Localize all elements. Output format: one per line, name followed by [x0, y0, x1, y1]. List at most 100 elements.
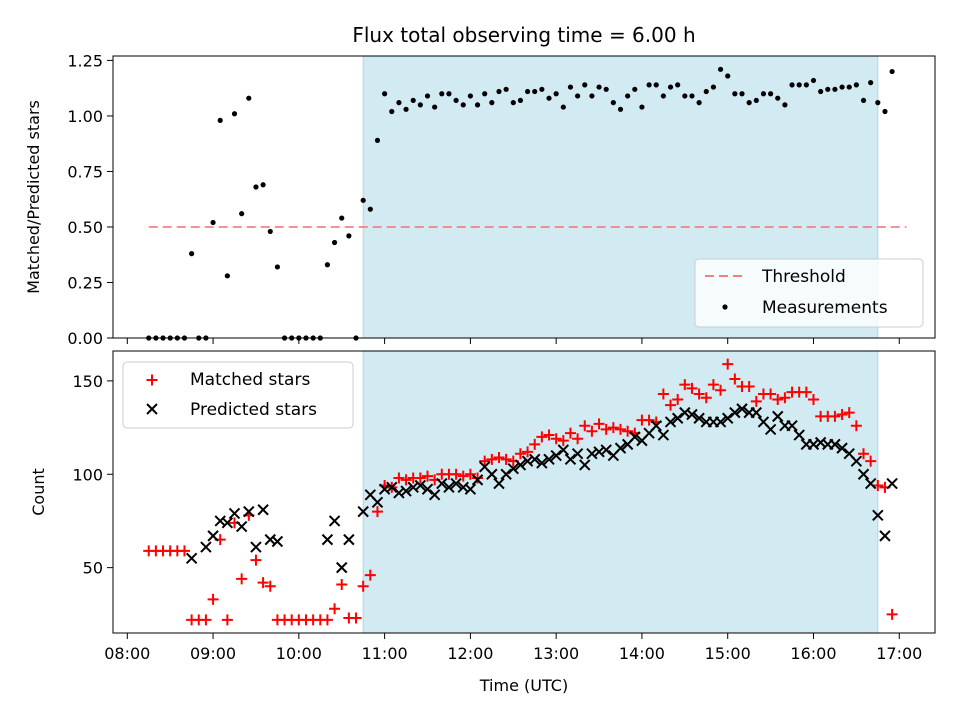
predicted-star-point	[471, 474, 484, 486]
measurement-point	[775, 95, 781, 101]
predicted-star-point-glyph	[657, 429, 670, 441]
predicted-star-point	[550, 449, 562, 462]
predicted-star-point-glyph	[357, 505, 369, 518]
matched-star-point	[586, 425, 598, 437]
measurement-point	[746, 100, 752, 106]
matched-star-point-glyph	[707, 379, 719, 391]
predicted-star-point-glyph	[629, 431, 641, 443]
matched-star-point	[514, 448, 526, 460]
measurement-point	[803, 82, 809, 88]
matched-star-point-glyph	[422, 470, 434, 482]
matched-star-point	[350, 612, 362, 624]
predicted-star-point-glyph	[529, 453, 541, 466]
measurement-point	[689, 93, 695, 99]
predicted-star-point-glyph	[235, 520, 248, 533]
predicted-star-point-glyph	[836, 442, 848, 454]
legend-plus-marker	[146, 374, 158, 386]
matched-star-point-glyph	[221, 614, 233, 626]
predicted-star-point	[450, 477, 462, 490]
measurement-point	[868, 80, 874, 86]
matched-star-point	[250, 554, 262, 566]
bottom-panel: 50 100 150 08:00 09:00 10:00 11:00 12:00 13:00 1…	[29, 350, 936, 695]
matched-star-point	[643, 414, 655, 426]
predicted-star-point-glyph	[428, 489, 441, 501]
predicted-star-point-glyph	[493, 477, 505, 490]
matched-star-point	[264, 580, 276, 592]
predicted-star-point	[879, 530, 891, 542]
predicted-star-point	[250, 541, 262, 553]
top-y-tick-label: 1.25	[67, 51, 103, 70]
predicted-star-point-glyph	[250, 541, 262, 553]
predicted-star-point	[321, 533, 334, 546]
predicted-star-point	[650, 419, 662, 432]
top-y-tick-label: 0.75	[67, 162, 103, 181]
predicted-star-point-glyph	[200, 541, 212, 553]
measurement-point	[231, 111, 238, 117]
predicted-star-point	[271, 535, 284, 548]
measurement-point	[703, 88, 709, 95]
predicted-star-point-glyph	[671, 412, 684, 424]
measurement-point	[667, 84, 674, 90]
matched-star-point-glyph	[722, 358, 734, 370]
matched-star-point-glyph	[350, 612, 362, 624]
predicted-star-point	[693, 412, 705, 424]
predicted-star-point	[671, 412, 684, 424]
matched-star-point	[614, 423, 626, 435]
measurement-point	[617, 106, 624, 112]
legend-matched-label: Matched stars	[190, 370, 310, 390]
bottom-y-tick-label: 50	[83, 559, 103, 578]
measurement-point	[860, 97, 867, 104]
measurement-point	[360, 197, 366, 203]
measurement-point	[467, 93, 473, 99]
measurement-point	[575, 93, 581, 99]
predicted-star-point-glyph	[879, 530, 891, 542]
measurement-point	[367, 206, 373, 212]
measurement-point	[818, 88, 824, 95]
matched-star-point	[529, 438, 541, 450]
matched-star-point-glyph	[800, 386, 812, 398]
matched-star-point	[200, 614, 212, 626]
predicted-star-point-glyph	[772, 410, 784, 423]
matched-star-point-glyph	[464, 468, 476, 480]
matched-star-point	[865, 455, 877, 467]
matched-star-point-glyph	[557, 435, 569, 447]
x-tick-label: 09:00	[190, 644, 236, 663]
matched-star-point	[765, 388, 777, 400]
predicted-star-point	[793, 429, 805, 441]
measurement-point	[589, 93, 595, 99]
predicted-star-point-glyph	[471, 474, 484, 486]
predicted-star-point-glyph	[464, 483, 477, 495]
predicted-star-point	[886, 477, 898, 490]
matched-star-point-glyph	[400, 474, 412, 486]
matched-star-point	[564, 427, 576, 439]
predicted-star-point-glyph	[579, 459, 591, 471]
predicted-star-point	[664, 416, 677, 428]
measurement-point	[396, 100, 402, 106]
matched-star-point-glyph	[693, 388, 705, 400]
matched-star-point	[607, 422, 619, 434]
predicted-star-point	[500, 468, 512, 480]
matched-star-point	[829, 410, 841, 422]
measurement-point	[524, 88, 531, 95]
predicted-star-point	[764, 423, 777, 436]
measurement-point	[246, 95, 252, 101]
matched-star-point-glyph	[550, 433, 562, 445]
matched-star-point-glyph	[357, 580, 369, 592]
matched-star-point	[543, 429, 555, 441]
predicted-star-point-glyph	[750, 406, 763, 419]
matched-star-point-glyph	[607, 422, 619, 434]
matched-star-point	[679, 379, 691, 391]
measurement-point	[553, 91, 559, 97]
predicted-star-point	[507, 462, 519, 475]
predicted-star-point	[579, 459, 591, 471]
predicted-star-point	[600, 444, 612, 456]
measurement-point	[339, 215, 345, 221]
bottom-plot-frame	[112, 350, 936, 634]
measurement-point	[653, 82, 659, 88]
predicted-star-point	[200, 541, 212, 553]
measurement-point	[739, 91, 745, 97]
predicted-star-point-glyph	[343, 533, 355, 546]
matched-star-point-glyph	[250, 554, 262, 566]
matched-star-point	[422, 470, 434, 482]
top-y-tick-label: 1.00	[67, 107, 103, 126]
